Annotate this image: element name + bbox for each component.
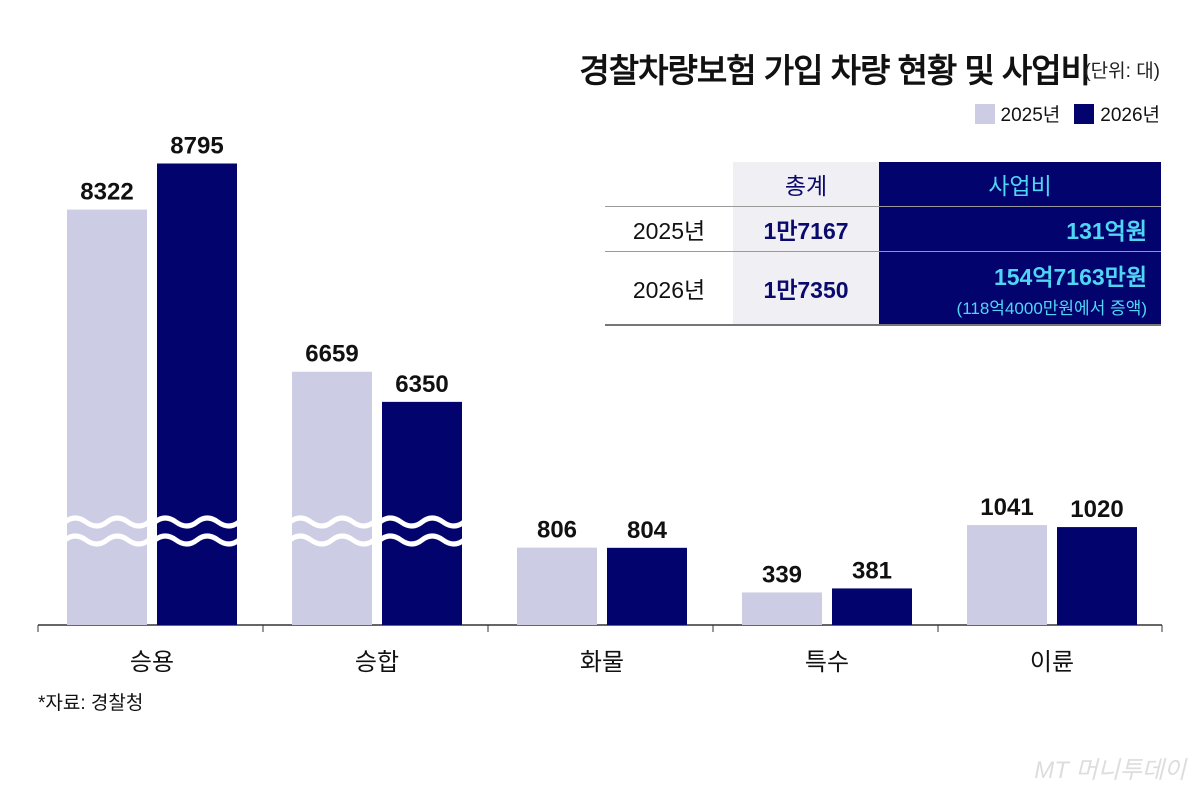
bar: [742, 592, 822, 625]
x-tick-label: 승용: [130, 649, 174, 676]
legend-label: 2025년: [1000, 105, 1061, 126]
axis-break-wave: [288, 533, 376, 547]
x-tick-label: 특수: [805, 649, 849, 676]
axis-break-wave: [378, 533, 466, 547]
axis-break-wave: [63, 533, 151, 547]
data-label: 806: [537, 517, 577, 544]
bar: [382, 401, 462, 625]
x-tick-label: 승합: [355, 649, 399, 676]
axis-break-wave: [153, 533, 241, 547]
summary-table: 총계 사업비 2025년 1만7167 131억원 2026년 1만7350 1…: [605, 162, 1161, 326]
header-empty: [605, 162, 733, 207]
header-total: 총계: [733, 162, 879, 207]
row-cost: 131억원: [879, 206, 1161, 252]
row-cost-note: (118억4000만원에서 증액): [956, 298, 1147, 318]
header-cost: 사업비: [879, 162, 1161, 207]
chart-title: 경찰차량보험 가입 차량 현황 및 사업비: [579, 52, 1091, 89]
axis-break-wave: [288, 515, 376, 529]
table-row: 2026년 1만7350 154억7163만원 (118억4000만원에서 증액): [605, 251, 1161, 326]
x-tick-label: 화물: [580, 649, 624, 676]
bar: [67, 209, 147, 626]
data-label: 1020: [1070, 496, 1123, 523]
legend: 2025년 2026년: [974, 100, 1160, 127]
data-label: 8322: [80, 179, 133, 206]
legend-label: 2026년: [1100, 105, 1160, 126]
axis-break-wave: [378, 515, 466, 529]
bar: [1057, 527, 1137, 625]
data-label: 804: [627, 517, 668, 544]
axis-break-wave: [63, 515, 151, 529]
data-label: 6350: [395, 371, 448, 398]
table-row: 2025년 1만7167 131억원: [605, 206, 1161, 252]
data-label: 6659: [305, 341, 358, 368]
data-label: 1041: [980, 494, 1033, 521]
row-total: 1만7167: [733, 206, 879, 252]
legend-item-2026: 2026년: [1074, 100, 1160, 127]
data-label: 339: [762, 561, 802, 588]
table-header: 총계 사업비: [605, 162, 1161, 207]
row-total: 1만7350: [733, 251, 879, 326]
axis-break-wave: [153, 515, 241, 529]
bar: [517, 547, 597, 625]
bar: [832, 588, 912, 625]
data-label: 8795: [170, 132, 223, 159]
data-label: 381: [852, 557, 892, 584]
bar: [157, 163, 237, 626]
unit-label: (단위: 대): [1084, 61, 1160, 82]
bar: [607, 547, 687, 625]
legend-swatch: [1074, 104, 1095, 124]
source-note: *자료: 경찰청: [38, 693, 144, 714]
row-cost: 154억7163만원: [993, 263, 1147, 290]
legend-swatch: [974, 104, 995, 124]
x-tick-label: 이륜: [1030, 649, 1074, 676]
bar: [292, 371, 372, 625]
bar: [967, 525, 1047, 625]
legend-item-2025: 2025년: [974, 100, 1061, 127]
row-year: 2025년: [605, 206, 733, 252]
row-year: 2026년: [605, 251, 733, 326]
watermark-logo: MT 머니투데이: [1034, 757, 1186, 784]
row-cost-cell: 154억7163만원 (118억4000만원에서 증액): [879, 251, 1161, 326]
